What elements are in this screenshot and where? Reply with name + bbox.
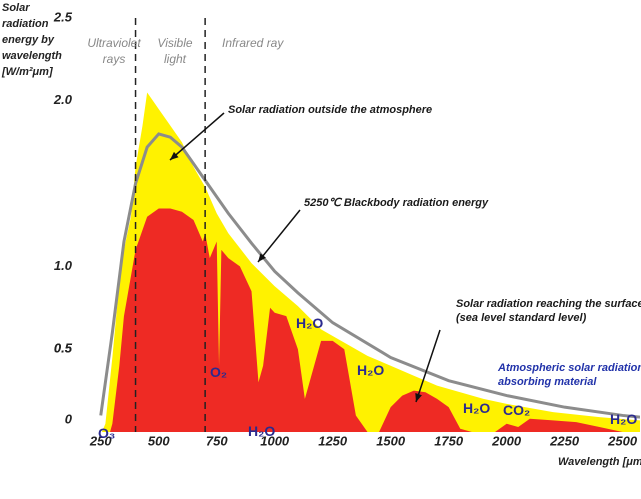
x-tick-label: 750 [206, 433, 228, 448]
region-label: Ultraviolet [87, 36, 141, 50]
x-tick-label: 500 [148, 433, 170, 448]
y-axis-title: wavelength [2, 50, 62, 62]
arrow-head [258, 253, 266, 262]
region-label: rays [103, 52, 126, 66]
x-tick-label: 250 [89, 433, 112, 448]
arrow [169, 112, 225, 161]
arrow [415, 329, 441, 403]
region-label: light [164, 52, 187, 66]
arrow-head [170, 151, 179, 160]
absorber-label: H₂O [610, 411, 638, 427]
region-label: Infrared ray [222, 36, 284, 50]
y-axis-title: energy by [2, 34, 55, 46]
x-tick-label: 1000 [260, 433, 290, 448]
arrow [257, 209, 301, 263]
absorber-label: H₂O [296, 315, 324, 331]
y-tick-label: 0.5 [54, 341, 73, 356]
absorber-label: O₃ [98, 425, 116, 441]
x-tick-label: 2500 [607, 433, 638, 448]
y-axis-title: Solar [2, 2, 30, 14]
area [110, 208, 640, 432]
x-tick-label: 1500 [376, 433, 406, 448]
series-label: Solar radiation outside the atmosphere [228, 104, 433, 116]
y-tick-label: 0.5 [54, 341, 73, 356]
series-label: Solar radiation reaching the surface (se… [456, 298, 641, 324]
y-tick-label: 1.0 [54, 258, 73, 273]
series-label: 5250℃ Blackbody radiation energy [304, 197, 489, 209]
absorber-title: Atmospheric solar radiation absorbing ma… [498, 362, 641, 388]
x-tick-label: 1250 [318, 433, 348, 448]
y-tick-label: 2.5 [53, 9, 73, 24]
x-axis-title: Wavelength [μm [558, 456, 641, 468]
y-axis-title: radiation [2, 18, 49, 30]
y-axis-title: [W/m²μm] [1, 66, 53, 78]
y-tick-label: 2.0 [53, 92, 73, 107]
y-tick-label: 0 [65, 411, 73, 426]
region-label: Visible [157, 36, 192, 50]
absorber-label: H₂O [357, 362, 385, 378]
line [99, 132, 640, 419]
absorber-label: H₂O [248, 423, 276, 439]
arrow-head [415, 393, 422, 402]
absorber-label: H₂O [463, 400, 491, 416]
absorber-label: O₂ [210, 364, 228, 380]
x-tick-label: 1750 [434, 433, 464, 448]
absorber-label: CO₂ [503, 402, 531, 418]
x-tick-label: 2000 [491, 433, 522, 448]
x-tick-label: 2250 [549, 433, 580, 448]
